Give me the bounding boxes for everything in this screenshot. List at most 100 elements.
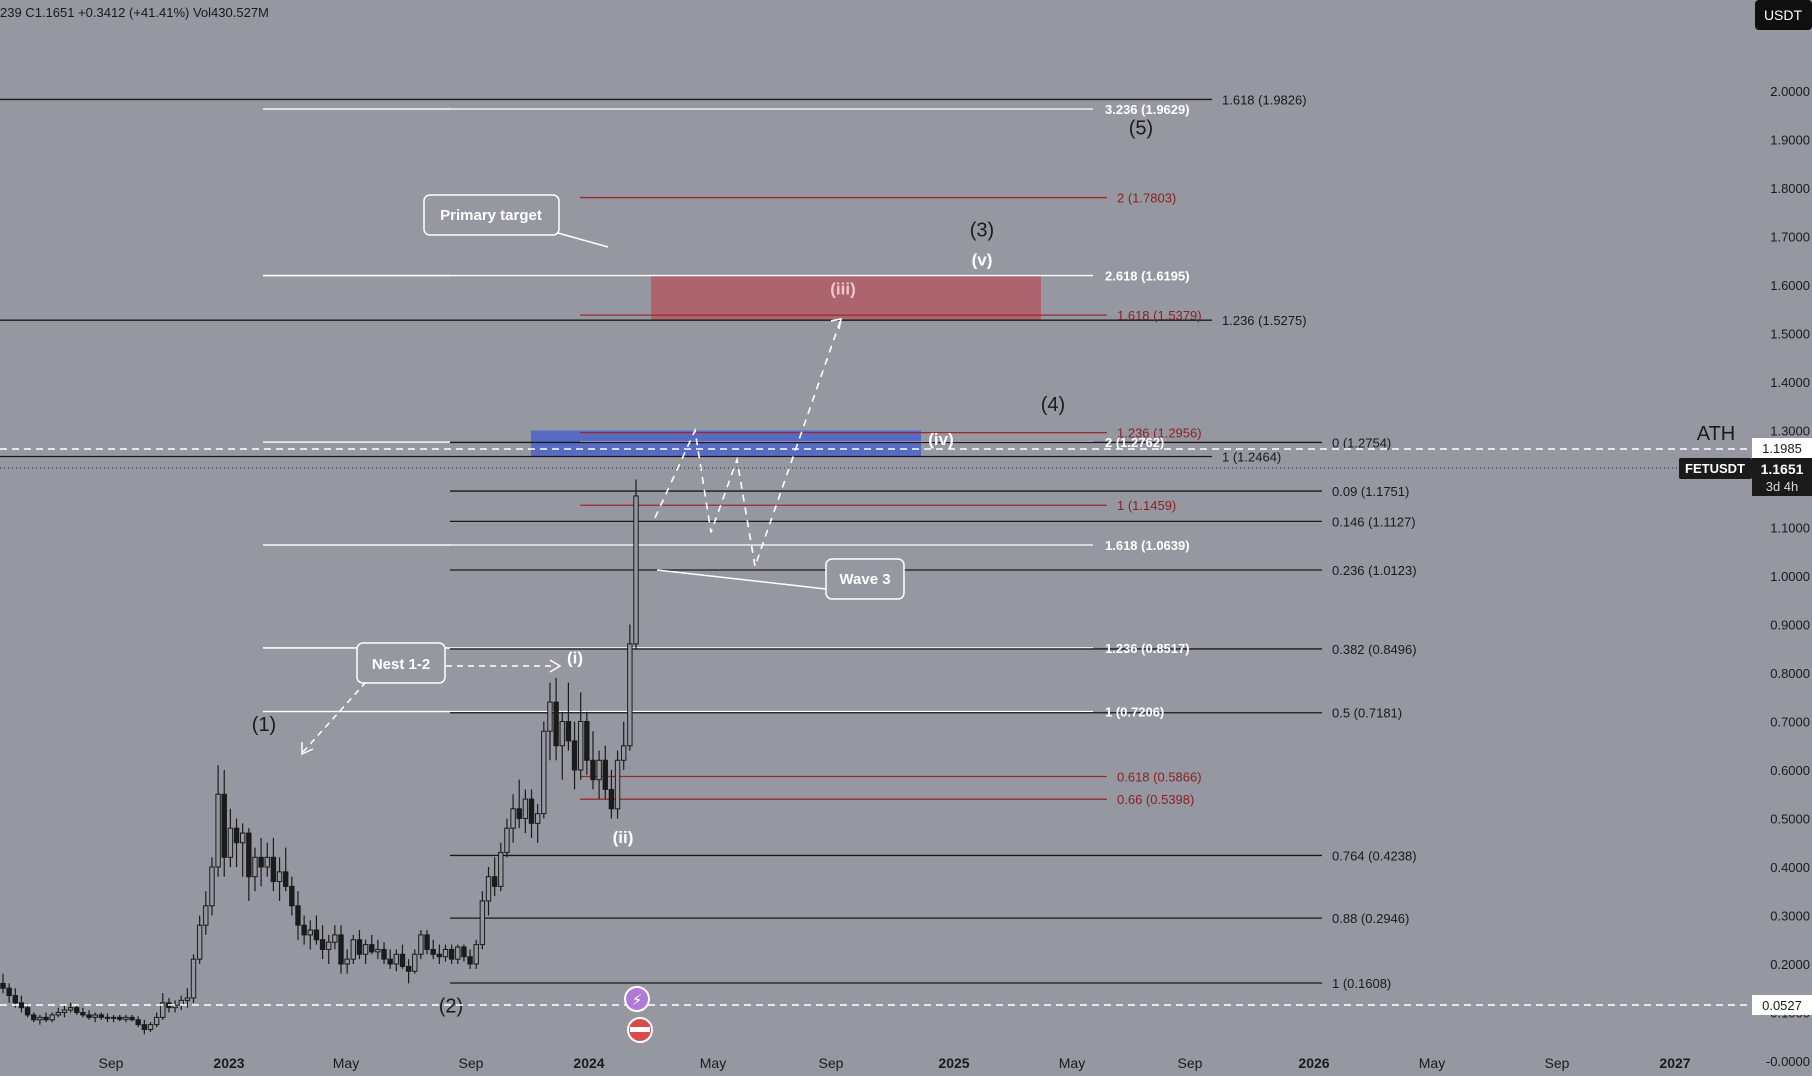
candle-body-48 <box>295 905 301 926</box>
time-label-10: 2026 <box>1298 1055 1329 1071</box>
ath-price-tag <box>1752 438 1812 458</box>
wave-label-5: (iv) <box>928 430 954 449</box>
primary-target-box <box>423 194 560 236</box>
lightning-event-icon[interactable] <box>624 986 650 1012</box>
fib-lines-layer <box>0 98 1322 984</box>
candle-body-13 <box>80 1012 86 1016</box>
candle-body-60 <box>369 944 375 953</box>
event-icons[interactable]: ⚡ <box>624 986 653 1043</box>
candle-body-3 <box>18 1002 25 1009</box>
wave-label-9: (5) <box>1129 118 1153 140</box>
candle-body-95 <box>584 721 590 761</box>
candle-body-81 <box>498 851 504 887</box>
time-label-6: Sep <box>819 1055 844 1071</box>
wave-label-7: (3) <box>970 220 994 242</box>
candle-body-78 <box>479 900 486 946</box>
candle-body-6 <box>37 1016 43 1021</box>
price-tick-16: 0.4000 <box>1770 860 1810 875</box>
candle-body-41 <box>252 856 258 878</box>
time-label-3: Sep <box>459 1055 484 1071</box>
fib-label-9: 1 (1.2464) <box>1222 449 1281 464</box>
nest-text: Nest 1-2 <box>372 656 430 673</box>
candle-body-68 <box>418 934 424 955</box>
candle-body-83 <box>510 808 516 829</box>
candle-body-56 <box>344 958 350 965</box>
candle-body-46 <box>282 871 289 887</box>
fib-label-6: 1.236 (1.2956) <box>1117 426 1202 441</box>
time-label-9: Sep <box>1178 1055 1203 1071</box>
candle-body-88 <box>541 730 547 815</box>
candle-body-47 <box>289 885 295 907</box>
last-price-tag <box>1752 458 1812 496</box>
primary-target-callout[interactable]: Primary target <box>423 194 609 248</box>
candle-body-0 <box>0 982 6 989</box>
price-scale[interactable]: USDT 2.0000 1.9000 1.8000 1.7000 1.6000 1.500… <box>1679 0 1812 1069</box>
price-tick-11: 0.9000 <box>1770 618 1810 633</box>
time-label-2: May <box>333 1055 359 1071</box>
time-label-1: 2023 <box>213 1055 244 1071</box>
time-label-4: 2024 <box>573 1055 604 1071</box>
candle-body-16 <box>98 1014 105 1018</box>
candle-body-65 <box>399 953 406 967</box>
candle-body-28 <box>172 1004 178 1009</box>
time-label-7: 2025 <box>938 1055 969 1071</box>
candle-body-75 <box>461 946 467 958</box>
fib-label-8: 0 (1.2754) <box>1332 435 1391 450</box>
candle-body-43 <box>264 856 270 868</box>
candle-body-67 <box>412 953 418 972</box>
wave-labels-layer: (1) (2) (i) (ii) (iii) (iv) (v) (3) (4) (5) <box>252 118 1153 1018</box>
time-label-13: 2027 <box>1659 1055 1690 1071</box>
candle-body-63 <box>387 958 393 965</box>
fib-label-14: 0.236 (1.0123) <box>1332 563 1417 578</box>
candle-body-20 <box>123 1016 129 1020</box>
nest-arrow-down <box>302 681 367 753</box>
price-tick-2: 1.8000 <box>1770 181 1810 196</box>
wave-label-0: (1) <box>252 714 276 736</box>
candle-body-42 <box>258 856 264 868</box>
nest-callout[interactable]: Nest 1-2 <box>301 642 562 756</box>
countdown-text: 3d 4h <box>1766 479 1799 494</box>
fib-label-12: 0.146 (1.1127) <box>1332 514 1416 529</box>
wave-label-1: (2) <box>439 996 463 1018</box>
candle-body-2 <box>12 995 18 1004</box>
nest-box <box>356 642 446 684</box>
price-tick-6: 1.4000 <box>1770 375 1810 390</box>
candle-body-91 <box>559 721 565 747</box>
wave-label-8: (4) <box>1041 394 1065 416</box>
candle-body-7 <box>43 1016 49 1021</box>
candle-body-31 <box>190 958 197 999</box>
price-tick-1: 1.9000 <box>1770 133 1810 148</box>
price-tick-0: 2.0000 <box>1770 84 1810 99</box>
candle-body-79 <box>485 876 492 902</box>
primary-target-zone <box>651 275 1041 321</box>
candle-body-57 <box>350 939 357 960</box>
candle-body-44 <box>270 856 277 883</box>
candle-body-24 <box>147 1024 154 1030</box>
fib-labels-layer: 3.236 (1.9629) 1.618 (1.9826) 2 (1.7803) 2.… <box>1105 92 1417 991</box>
candle-body-93 <box>571 740 578 771</box>
candle-body-53 <box>326 941 332 950</box>
candle-body-54 <box>332 934 338 943</box>
time-axis[interactable]: Sep 2023 May Sep 2024 May Sep 2025 May Sep 2026 May… <box>99 1055 1691 1071</box>
candle-body-89 <box>547 701 553 732</box>
fib-label-10: 0.09 (1.1751) <box>1332 484 1409 499</box>
symbol-badge <box>1679 458 1752 479</box>
price-ticks: 2.0000 1.9000 1.8000 1.7000 1.6000 1.5000 1.40… <box>1766 84 1810 1069</box>
fib-label-21: 0.764 (0.4238) <box>1332 848 1417 863</box>
nest-arrow-down-head <box>301 742 314 756</box>
candle-body-34 <box>209 866 215 907</box>
projection-arrow-head <box>830 317 843 330</box>
fib-label-23: 1 (0.1608) <box>1332 976 1391 991</box>
candle-body-62 <box>381 948 387 960</box>
candle-body-77 <box>473 944 479 965</box>
candle-body-17 <box>104 1016 111 1019</box>
last-price-text: 1.1651 <box>1761 461 1804 477</box>
candle-body-33 <box>203 905 209 926</box>
currency-badge[interactable] <box>1755 0 1812 30</box>
wave3-callout[interactable]: Wave 3 <box>656 558 905 600</box>
price-tick-5: 1.5000 <box>1770 327 1810 342</box>
price-tick-14: 0.6000 <box>1770 763 1810 778</box>
candle-body-8 <box>49 1014 55 1021</box>
price-tick-9: 1.1000 <box>1770 521 1810 536</box>
